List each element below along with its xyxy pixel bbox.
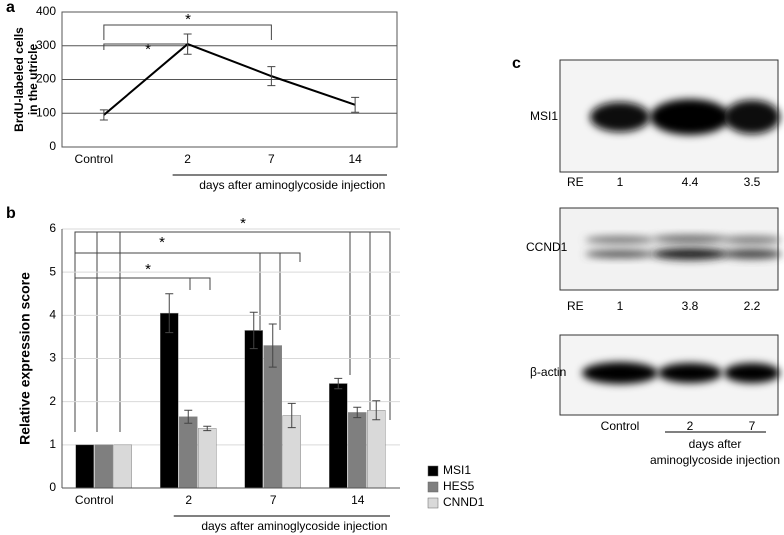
significance-brackets [74,231,391,432]
x-tick-label: 2 [184,152,191,166]
re-value: 4.4 [682,175,699,189]
re-value: 2.2 [744,299,761,313]
legend-swatch [427,481,439,493]
re-value: 3.5 [744,175,761,189]
error-bar [203,425,212,432]
y-tick-label: 0 [49,480,56,494]
error-bar [99,109,108,121]
x-tick-label: 2 [185,493,192,507]
error-bar [249,311,258,350]
re-label: RE [567,175,584,189]
y-tick-label: 200 [36,72,56,86]
y-axis-label: BrdU-labeled cells [12,27,26,132]
y-tick-label: 5 [49,264,56,278]
error-bar [351,96,360,113]
bar [94,444,113,489]
legend-swatch [427,497,439,509]
bar [113,444,132,489]
significance-star: * [240,215,246,232]
y-tick-label: 4 [49,308,56,322]
band-label: β-actin [530,365,566,379]
bar [198,428,217,489]
y-tick-label: 6 [49,221,56,235]
legend-label: MSI1 [443,463,471,477]
lane-label: Control [601,419,640,433]
panel-letter: b [6,205,16,222]
bar [244,330,263,489]
re-label: RE [567,299,584,313]
re-value: 3.8 [682,299,699,313]
y-tick-label: 2 [49,394,56,408]
y-tick-label: 1 [49,437,56,451]
re-value: 1 [617,175,624,189]
panel-letter: c [512,55,521,72]
y-tick-label: 400 [36,4,56,18]
error-bar [165,293,174,334]
x-axis-label: days after aminoglycoside injection [199,178,385,192]
significance-star: * [145,261,151,278]
x-tick-label: 14 [351,493,365,507]
error-bar [334,377,343,390]
x-tick-label: 7 [268,152,275,166]
plot-frame [61,11,398,148]
bar [367,410,386,489]
error-bar [183,33,192,55]
significance-star: * [159,234,165,251]
line [103,42,356,116]
legend-swatch [427,465,439,477]
y-tick-label: 300 [36,38,56,52]
x-tick-label: Control [75,493,114,507]
bar [179,416,198,489]
x-axis-label: days after [689,437,742,451]
error-bar [287,402,296,429]
x-tick-label: 14 [348,152,362,166]
significance-star: * [145,41,151,58]
error-bar [372,400,381,421]
error-bar [353,406,362,419]
band-label: CCND1 [526,240,568,254]
re-value: 1 [617,299,624,313]
bar [75,444,94,489]
x-tick-label: 7 [270,493,277,507]
y-axis-label: Relative expression score [17,272,33,445]
error-bar [268,323,277,368]
panel-letter: a [6,0,15,16]
bar [160,312,179,489]
y-tick-label: 100 [36,105,56,119]
bar [348,412,367,489]
bracket [103,24,272,40]
blot-images [559,59,782,433]
y-tick-label: 0 [49,139,56,153]
significance-star: * [185,11,191,28]
x-axis-label: days after aminoglycoside injection [201,519,387,533]
y-axis-label: in the utricle [26,44,40,116]
legend-label: HES5 [443,479,475,493]
error-bar [184,409,193,424]
error-bar [267,66,276,87]
lane-label: 7 [749,419,756,433]
band-label: MSI1 [530,109,558,123]
legend-label: CNND1 [443,495,485,509]
bar [329,383,348,489]
x-tick-label: Control [75,152,114,166]
x-axis-label: aminoglycoside injection [650,453,780,467]
lane-label: 2 [687,419,694,433]
y-tick-label: 3 [49,351,56,365]
